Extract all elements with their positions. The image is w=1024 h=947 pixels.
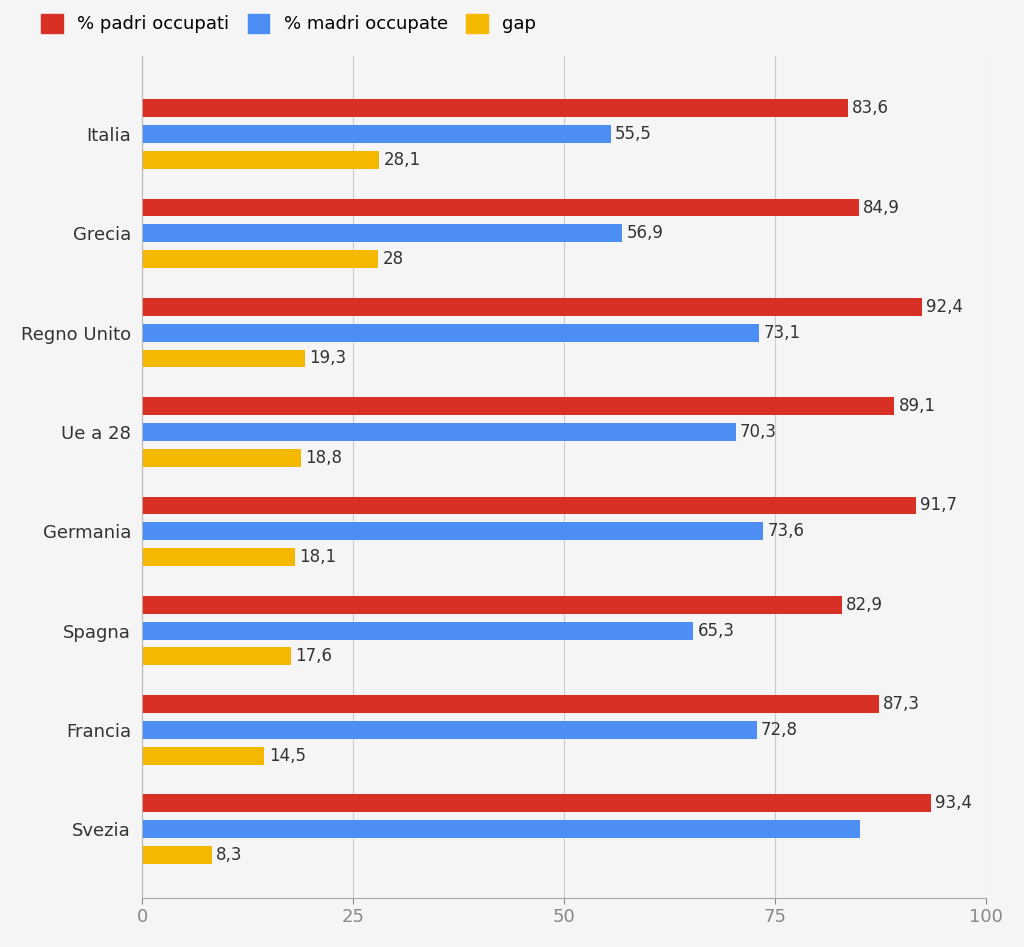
Text: 55,5: 55,5 [614, 125, 651, 143]
Text: 18,8: 18,8 [305, 449, 342, 467]
Bar [142, 349, 305, 367]
Bar [142, 250, 379, 268]
Bar [142, 648, 291, 666]
Bar [142, 151, 379, 169]
Bar [142, 721, 757, 739]
Text: 19,3: 19,3 [309, 349, 346, 367]
Text: 89,1: 89,1 [898, 397, 936, 415]
Text: 72,8: 72,8 [761, 721, 798, 739]
Bar [142, 548, 295, 566]
Bar [142, 397, 894, 415]
Text: 28: 28 [383, 250, 403, 268]
Text: 70,3: 70,3 [739, 423, 777, 441]
Text: 56,9: 56,9 [627, 224, 664, 242]
Bar [142, 449, 301, 467]
Bar [142, 125, 610, 143]
Text: 84,9: 84,9 [863, 199, 900, 217]
Text: 83,6: 83,6 [852, 99, 889, 117]
Bar [142, 224, 623, 242]
Text: 92,4: 92,4 [927, 297, 964, 315]
Text: 65,3: 65,3 [697, 621, 734, 639]
Text: 73,1: 73,1 [763, 324, 801, 342]
Text: 93,4: 93,4 [935, 795, 972, 813]
Bar [142, 324, 759, 342]
Bar [142, 496, 916, 514]
Text: 8,3: 8,3 [216, 846, 243, 864]
Bar [142, 795, 931, 813]
Text: 17,6: 17,6 [295, 648, 332, 666]
Bar [142, 747, 264, 764]
Bar [142, 99, 848, 117]
Bar [142, 523, 763, 540]
Text: 14,5: 14,5 [268, 747, 306, 765]
Bar [142, 298, 922, 315]
Bar [142, 423, 735, 441]
Bar [142, 596, 842, 614]
Text: 28,1: 28,1 [384, 151, 421, 169]
Text: 91,7: 91,7 [921, 496, 957, 514]
Bar [142, 820, 860, 838]
Text: 18,1: 18,1 [299, 548, 336, 566]
Text: 82,9: 82,9 [846, 596, 883, 614]
Text: 87,3: 87,3 [884, 695, 921, 713]
Bar [142, 621, 693, 639]
Legend: % padri occupati, % madri occupate, gap: % padri occupati, % madri occupate, gap [41, 14, 536, 33]
Bar [142, 695, 879, 713]
Text: 73,6: 73,6 [768, 523, 805, 541]
Bar [142, 199, 859, 217]
Bar [142, 846, 212, 864]
